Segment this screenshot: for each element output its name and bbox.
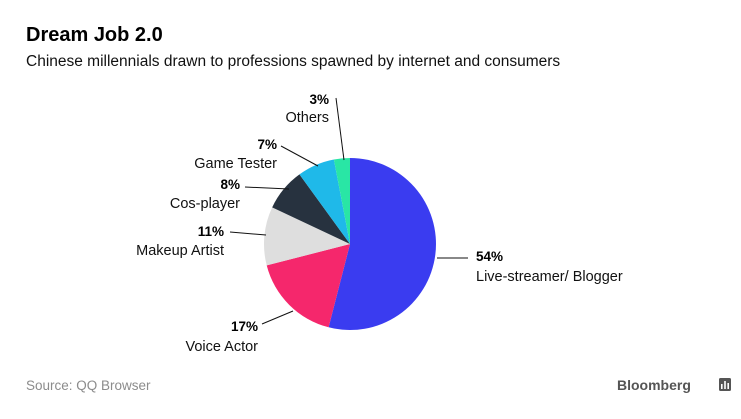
slice-label-live-streamer-blogger: Live-streamer/ Blogger xyxy=(476,269,623,285)
leader-line-makeup-artist xyxy=(229,231,267,236)
brand-logo: Bloomberg xyxy=(617,377,691,393)
leader-line-game-tester xyxy=(280,145,319,167)
chart-subtitle: Chinese millennials drawn to professions… xyxy=(26,53,561,70)
slice-percent-cos-player: 8% xyxy=(220,177,240,192)
slice-label-others: Others xyxy=(285,110,329,126)
slice-percent-makeup-artist: 11% xyxy=(198,224,224,239)
leader-line-others xyxy=(335,97,345,161)
pie-slice-live-streamer-blogger xyxy=(328,158,436,330)
pie-slice-others xyxy=(333,158,350,244)
pie-slice-voice-actor xyxy=(266,244,350,328)
pie-slice-makeup-artist xyxy=(263,207,350,266)
slice-label-cos-player: Cos-player xyxy=(170,196,240,212)
slice-percent-others: 3% xyxy=(309,92,329,107)
slice-label-game-tester: Game Tester xyxy=(194,156,277,172)
pie-slice-cos-player xyxy=(272,174,350,244)
leader-lines xyxy=(229,97,468,325)
leader-line-cos-player xyxy=(244,186,290,190)
source-note: Source: QQ Browser xyxy=(26,378,151,393)
slice-percent-live-streamer-blogger: 54% xyxy=(476,249,503,264)
slice-label-voice-actor: Voice Actor xyxy=(185,339,258,355)
chart-title: Dream Job 2.0 xyxy=(26,24,163,46)
leader-line-voice-actor xyxy=(261,310,294,325)
pie-slice-game-tester xyxy=(299,159,350,244)
slice-labels: 54% Live-streamer/ Blogger 17% Voice Actor 1… xyxy=(136,92,623,355)
bar-chart-icon xyxy=(719,378,731,391)
slice-label-makeup-artist: Makeup Artist xyxy=(136,243,224,259)
pie-slices xyxy=(263,158,436,330)
slice-percent-voice-actor: 17% xyxy=(231,319,258,334)
slice-percent-game-tester: 7% xyxy=(257,137,277,152)
